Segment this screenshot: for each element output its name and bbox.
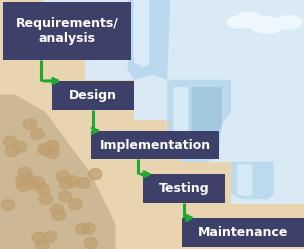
Circle shape bbox=[13, 141, 27, 152]
Circle shape bbox=[5, 146, 19, 157]
Circle shape bbox=[16, 180, 30, 191]
Polygon shape bbox=[0, 95, 116, 249]
Circle shape bbox=[1, 199, 15, 210]
Circle shape bbox=[52, 209, 66, 220]
Circle shape bbox=[69, 199, 82, 210]
Circle shape bbox=[38, 144, 51, 155]
Circle shape bbox=[88, 169, 102, 180]
Polygon shape bbox=[231, 162, 274, 199]
Circle shape bbox=[43, 231, 57, 242]
Polygon shape bbox=[192, 87, 222, 142]
Text: Implementation: Implementation bbox=[99, 138, 211, 152]
Circle shape bbox=[22, 174, 35, 185]
Polygon shape bbox=[237, 164, 252, 197]
Circle shape bbox=[36, 184, 50, 195]
Ellipse shape bbox=[249, 16, 286, 34]
Circle shape bbox=[32, 232, 46, 243]
FancyBboxPatch shape bbox=[182, 218, 304, 247]
Circle shape bbox=[46, 147, 59, 158]
Polygon shape bbox=[128, 0, 170, 80]
Text: Maintenance: Maintenance bbox=[198, 226, 288, 239]
Circle shape bbox=[36, 241, 49, 249]
Circle shape bbox=[56, 171, 70, 182]
Circle shape bbox=[18, 167, 31, 178]
Text: Design: Design bbox=[69, 89, 117, 102]
Circle shape bbox=[66, 176, 80, 187]
Ellipse shape bbox=[234, 12, 264, 28]
Circle shape bbox=[4, 136, 17, 147]
Polygon shape bbox=[134, 0, 149, 67]
Circle shape bbox=[31, 177, 45, 188]
Ellipse shape bbox=[275, 15, 302, 30]
Circle shape bbox=[31, 128, 44, 139]
Polygon shape bbox=[167, 80, 231, 162]
Ellipse shape bbox=[226, 16, 248, 29]
Circle shape bbox=[39, 193, 52, 204]
Text: Requirements/
analysis: Requirements/ analysis bbox=[16, 17, 118, 45]
FancyBboxPatch shape bbox=[3, 2, 131, 60]
Circle shape bbox=[50, 204, 64, 215]
Circle shape bbox=[40, 144, 53, 155]
Circle shape bbox=[58, 191, 72, 202]
Circle shape bbox=[84, 238, 98, 249]
Circle shape bbox=[76, 223, 89, 234]
FancyBboxPatch shape bbox=[91, 131, 219, 159]
FancyBboxPatch shape bbox=[143, 174, 225, 203]
Circle shape bbox=[76, 178, 90, 188]
Circle shape bbox=[46, 140, 59, 151]
Circle shape bbox=[82, 223, 95, 234]
Text: Testing: Testing bbox=[159, 182, 209, 195]
Circle shape bbox=[26, 179, 39, 190]
Circle shape bbox=[59, 178, 73, 189]
FancyBboxPatch shape bbox=[52, 81, 134, 110]
Circle shape bbox=[16, 175, 29, 186]
Circle shape bbox=[23, 119, 37, 130]
Polygon shape bbox=[173, 87, 188, 142]
